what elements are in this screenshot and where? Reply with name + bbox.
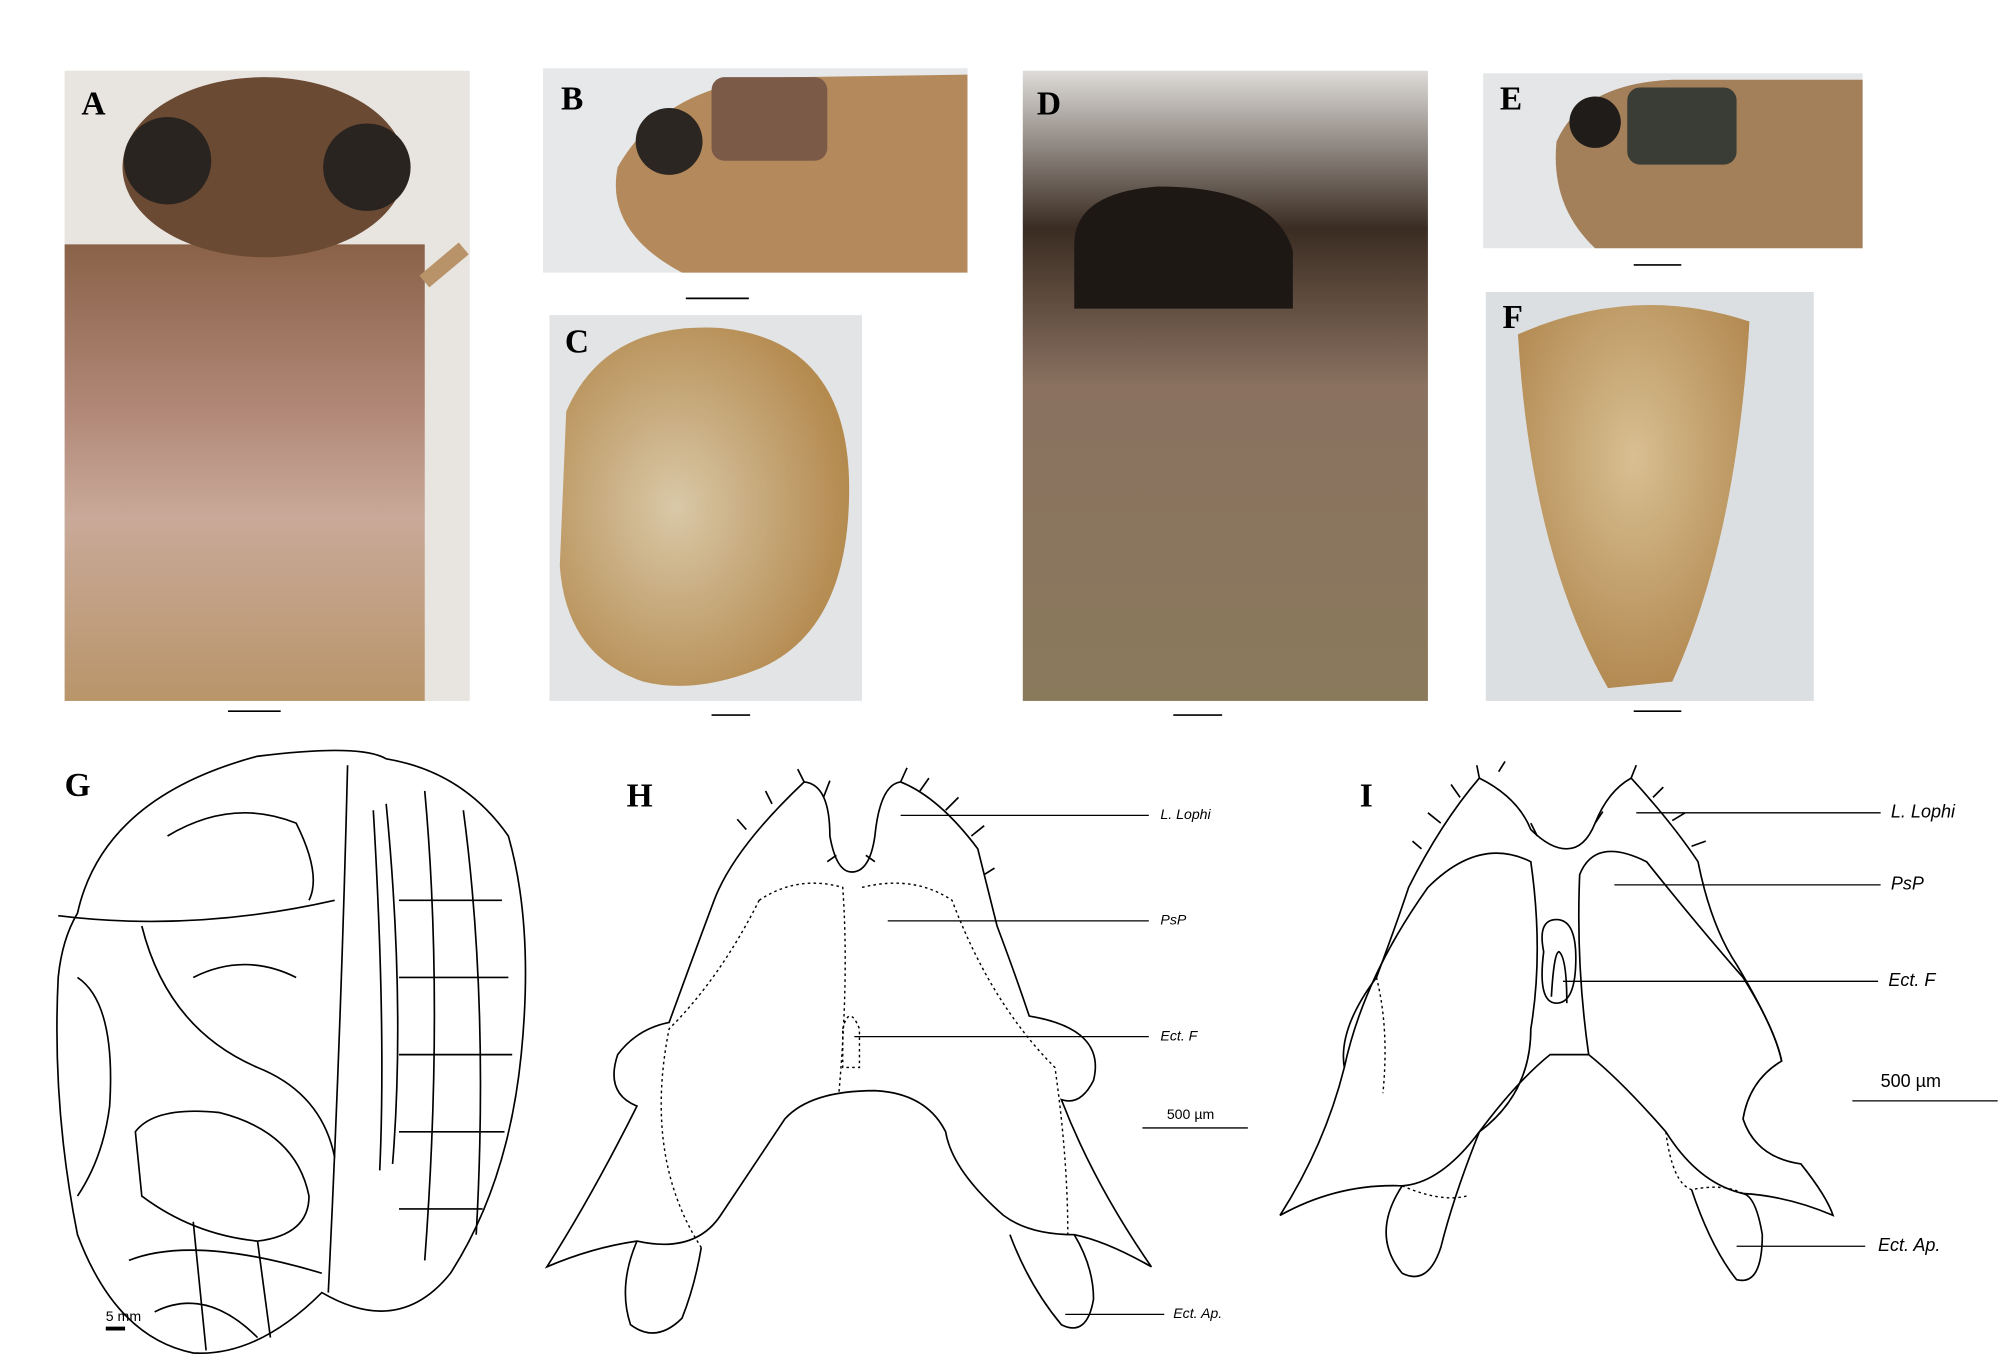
panel-letter: D	[1037, 85, 1061, 122]
panel-letter: H	[627, 777, 653, 814]
genitalia-i: L. Lophi PsP Ect. F Ect. Ap. 500 µm	[1279, 760, 1998, 1282]
wing-drawing: 5 mm	[56, 749, 527, 1355]
panel-letter: B	[561, 80, 583, 117]
structure-label: L. Lophi	[1160, 806, 1211, 822]
structure-label: PsP	[1160, 912, 1186, 928]
leader-lines	[1562, 812, 1998, 1247]
photo-d	[1022, 70, 1428, 701]
panel-letter: E	[1500, 80, 1522, 117]
structure-label: Ect. F	[1160, 1027, 1198, 1043]
structure-label: Ect. Ap.	[1173, 1305, 1222, 1321]
photo-a	[64, 70, 470, 701]
panel-letter: G	[65, 767, 91, 804]
photo-b	[543, 68, 968, 273]
panel-letter: C	[565, 323, 589, 360]
photo-e	[1483, 73, 1863, 249]
scale-label: 5 mm	[106, 1308, 141, 1324]
scale-bars	[227, 264, 1682, 716]
photo-f	[1485, 291, 1814, 701]
photo-c	[549, 315, 863, 701]
leader-lines	[854, 814, 1248, 1316]
panel-letter: A	[81, 85, 105, 122]
structure-label: PsP	[1891, 874, 1924, 894]
panel-letter: F	[1503, 299, 1523, 336]
scale-label: 500 µm	[1881, 1071, 1941, 1091]
structure-label: L. Lophi	[1891, 802, 1956, 822]
panel-letter: I	[1360, 777, 1373, 814]
genitalia-h: L. Lophi PsP Ect. F Ect. Ap. 500 µm	[544, 767, 1248, 1334]
structure-label: Ect. F	[1888, 970, 1936, 990]
scale-label: 500 µm	[1167, 1106, 1214, 1122]
structure-label: Ect. Ap.	[1878, 1235, 1940, 1255]
